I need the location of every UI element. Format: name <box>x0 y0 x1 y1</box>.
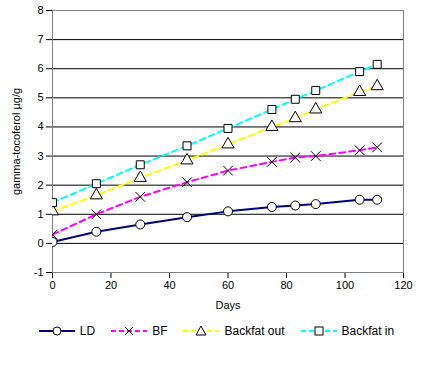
svg-text:7: 7 <box>37 33 43 45</box>
html-text:LD: LD <box>79 324 96 338</box>
svg-text:6: 6 <box>37 62 43 74</box>
html-text:BF: BF <box>152 324 168 338</box>
html-text:Backfat out: Backfat out <box>224 324 285 338</box>
svg-text:3: 3 <box>37 150 43 162</box>
svg-text:80: 80 <box>280 279 292 291</box>
svg-text:8: 8 <box>37 4 43 16</box>
svg-text:1: 1 <box>37 208 43 220</box>
svg-text:4: 4 <box>37 120 43 132</box>
svg-text:40: 40 <box>163 279 175 291</box>
svg-text:60: 60 <box>222 279 234 291</box>
svg-text:120: 120 <box>394 279 412 291</box>
svg-text:0: 0 <box>37 237 43 249</box>
svg-text:20: 20 <box>105 279 117 291</box>
svg-text:100: 100 <box>336 279 354 291</box>
svg-text:5: 5 <box>37 91 43 103</box>
svg-text:-1: -1 <box>34 266 44 278</box>
svg-text:Days: Days <box>215 299 241 311</box>
svg-text:2: 2 <box>37 179 43 191</box>
svg-text:0: 0 <box>49 279 55 291</box>
html-text:Backfat in: Backfat in <box>341 324 395 338</box>
svg-text:gamma-tocoferol µg/g: gamma-tocoferol µg/g <box>10 88 22 195</box>
